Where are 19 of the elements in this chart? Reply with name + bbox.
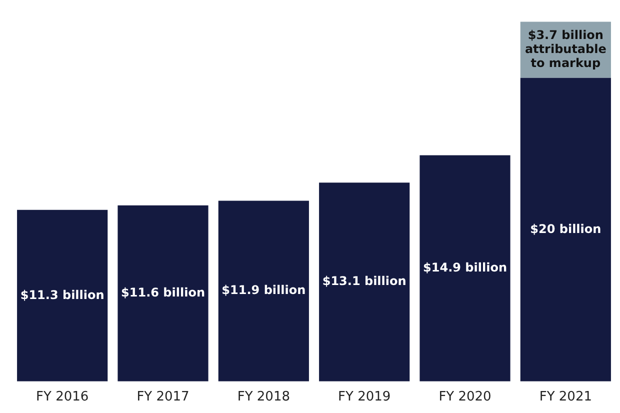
x-tick-label: FY 2016 [36,390,89,405]
bar [420,155,510,382]
data-label: $14.9 billion [423,260,507,274]
x-tick-label: FY 2019 [338,390,391,405]
bar [520,78,611,382]
x-tick-label: FY 2020 [438,390,492,405]
x-tick-label: FY 2018 [237,390,290,405]
data-label: $11.9 billion [222,283,306,298]
data-label: $13.1 billion [322,274,406,288]
bar [319,182,410,382]
x-tick-label: FY 2017 [136,390,190,405]
bar [118,205,208,382]
data-label: $11.6 billion [121,286,205,300]
x-tick-label: FY 2021 [539,390,592,405]
bar [218,200,309,382]
bar [17,210,108,382]
data-label: $20 billion [530,222,602,236]
data-label: $11.3 billion [20,288,104,302]
data-label: $3.7 billion attributable to markup [524,28,606,70]
